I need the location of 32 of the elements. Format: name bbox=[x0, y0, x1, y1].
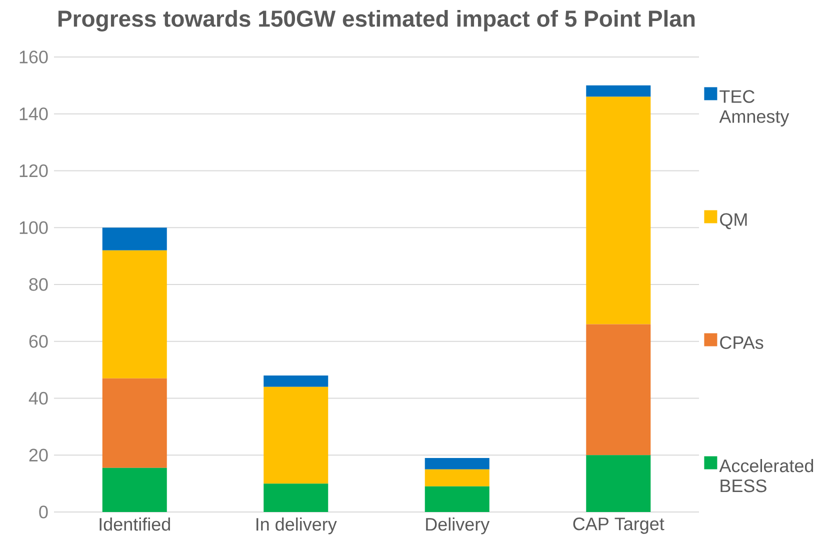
bar bbox=[424, 486, 490, 512]
bar bbox=[102, 468, 167, 512]
y-tick-label: 40 bbox=[28, 392, 48, 405]
y-tick-label: 80 bbox=[29, 278, 48, 291]
legend-label: CPAs bbox=[720, 336, 764, 349]
bar bbox=[264, 375, 328, 387]
y-tick-label: 0 bbox=[39, 506, 48, 518]
chart-title: Progress towards 150GW estimated impact of 5 Point Plan bbox=[58, 10, 695, 32]
legend-label: Accelerated BESS bbox=[719, 458, 814, 492]
bar bbox=[586, 85, 651, 97]
y-tick-label: 140 bbox=[20, 108, 48, 120]
bar bbox=[102, 228, 167, 250]
bar bbox=[586, 324, 651, 456]
y-tick-label: 100 bbox=[20, 221, 48, 234]
legend-label: TEC Amnesty bbox=[719, 90, 790, 126]
legend-label: QM bbox=[720, 213, 747, 230]
bar bbox=[102, 378, 167, 468]
bar bbox=[102, 250, 167, 378]
x-tick-label: Delivery bbox=[426, 518, 490, 534]
bar bbox=[264, 484, 328, 512]
y-tick-label: 20 bbox=[29, 448, 48, 462]
bar bbox=[264, 386, 328, 484]
y-tick-label: 120 bbox=[20, 164, 48, 178]
x-tick-label: In delivery bbox=[256, 518, 337, 534]
x-tick-label: Identified bbox=[100, 518, 170, 531]
y-tick-label: 60 bbox=[29, 335, 48, 348]
bar bbox=[586, 455, 651, 512]
x-tick-label: CAP Target bbox=[573, 518, 664, 534]
bar bbox=[424, 458, 490, 470]
y-tick-label: 160 bbox=[20, 50, 48, 64]
bar bbox=[424, 469, 490, 486]
bar bbox=[586, 96, 651, 324]
